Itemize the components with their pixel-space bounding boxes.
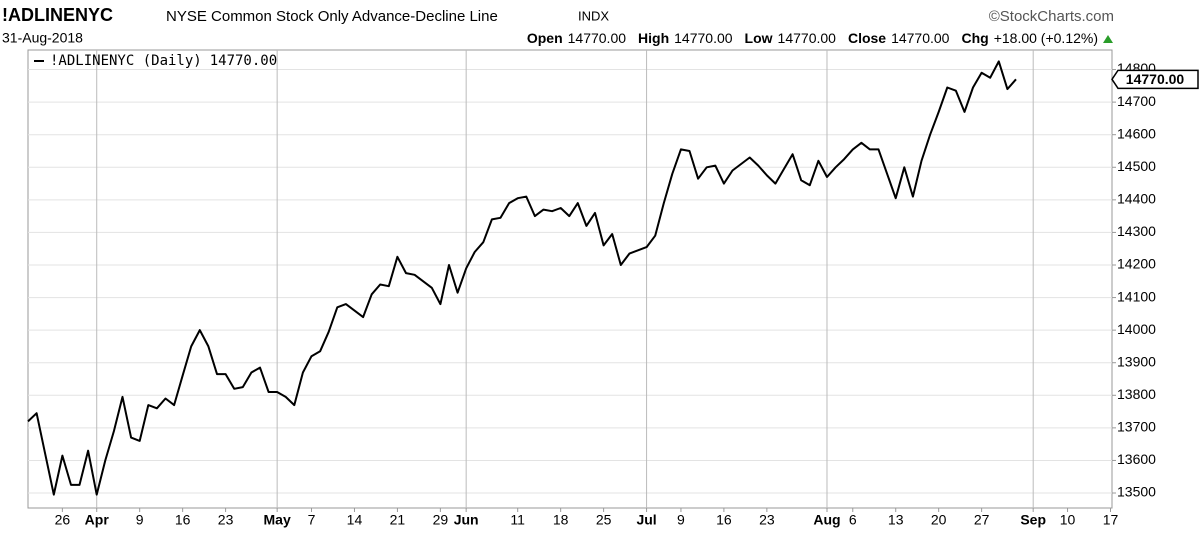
price-box [1111, 69, 1199, 90]
quote-value: 14770.00 [778, 30, 837, 46]
x-tick-label: May [264, 512, 291, 528]
date: 31-Aug-2018 [2, 30, 83, 46]
y-tick-label: 14000 [1117, 321, 1156, 337]
y-tick-label: 13500 [1117, 484, 1156, 500]
y-tick-label: 14100 [1117, 288, 1156, 304]
y-tick-label: 14700 [1117, 93, 1156, 109]
x-tick-label: 11 [510, 512, 525, 528]
up-arrow [1103, 35, 1113, 43]
x-tick-label: 9 [136, 512, 144, 528]
quote-label: Low [745, 30, 773, 46]
quote-value: 14770.00 [674, 30, 733, 46]
x-tick-label: 29 [433, 512, 449, 528]
x-tick-label: 6 [849, 512, 857, 528]
x-tick-label: Jul [636, 512, 656, 528]
x-tick-label: 17 [1103, 512, 1119, 528]
x-tick-label: 7 [308, 512, 316, 528]
x-tick-label: 16 [175, 512, 191, 528]
x-tick-label: 21 [390, 512, 406, 528]
price-box-label: 14770.00 [1126, 71, 1185, 87]
quote-label: Close [848, 30, 886, 46]
x-tick-label: 18 [553, 512, 569, 528]
chart-title: NYSE Common Stock Only Advance-Decline L… [166, 8, 498, 25]
y-tick-label: 14300 [1117, 223, 1156, 239]
exchange: INDX [578, 8, 609, 23]
x-tick-label: 9 [677, 512, 685, 528]
x-tick-label: 27 [974, 512, 990, 528]
y-tick-label: 13900 [1117, 353, 1156, 369]
quote-label: Chg [961, 30, 988, 46]
y-tick-label: 14400 [1117, 191, 1156, 207]
x-tick-label: 20 [931, 512, 947, 528]
quote-value: 14770.00 [568, 30, 627, 46]
x-tick-label: Jun [454, 512, 479, 528]
quote: Open 14770.00 High 14770.00 Low 14770.00 Close… [527, 30, 1098, 46]
symbol: !ADLINENYC [2, 5, 113, 25]
quote-value: +18.00 (+0.12%) [994, 30, 1098, 46]
y-tick-label: 14200 [1117, 256, 1156, 272]
y-tick-label: 13600 [1117, 451, 1156, 467]
copyright: ©StockCharts.com [989, 8, 1114, 25]
x-tick-label: Aug [813, 512, 840, 528]
x-tick-label: 23 [218, 512, 234, 528]
x-tick-label: 14 [347, 512, 363, 528]
y-tick-label: 13700 [1117, 419, 1156, 435]
price-line [27, 60, 1017, 496]
x-tick-label: 10 [1060, 512, 1076, 528]
x-tick-label: 23 [759, 512, 775, 528]
x-tick-label: 13 [888, 512, 904, 528]
y-tick-label: 14600 [1117, 125, 1156, 141]
x-tick-label: 16 [716, 512, 732, 528]
x-tick-label: 26 [55, 512, 71, 528]
quote-label: Open [527, 30, 563, 46]
y-tick-label: 14500 [1117, 158, 1156, 174]
quote-label: High [638, 30, 669, 46]
legend-last: 14770.00 [210, 53, 277, 69]
y-tick-label: 13800 [1117, 386, 1156, 402]
x-tick-label: 25 [596, 512, 612, 528]
plot-frame [27, 49, 1113, 509]
quote-value: 14770.00 [891, 30, 950, 46]
legend-name: !ADLINENYC (Daily) [50, 53, 202, 69]
legend-entry: !ADLINENYC (Daily) 14770.00 [50, 53, 277, 69]
x-tick-label: Sep [1020, 512, 1046, 528]
x-tick-label: Apr [85, 512, 110, 528]
